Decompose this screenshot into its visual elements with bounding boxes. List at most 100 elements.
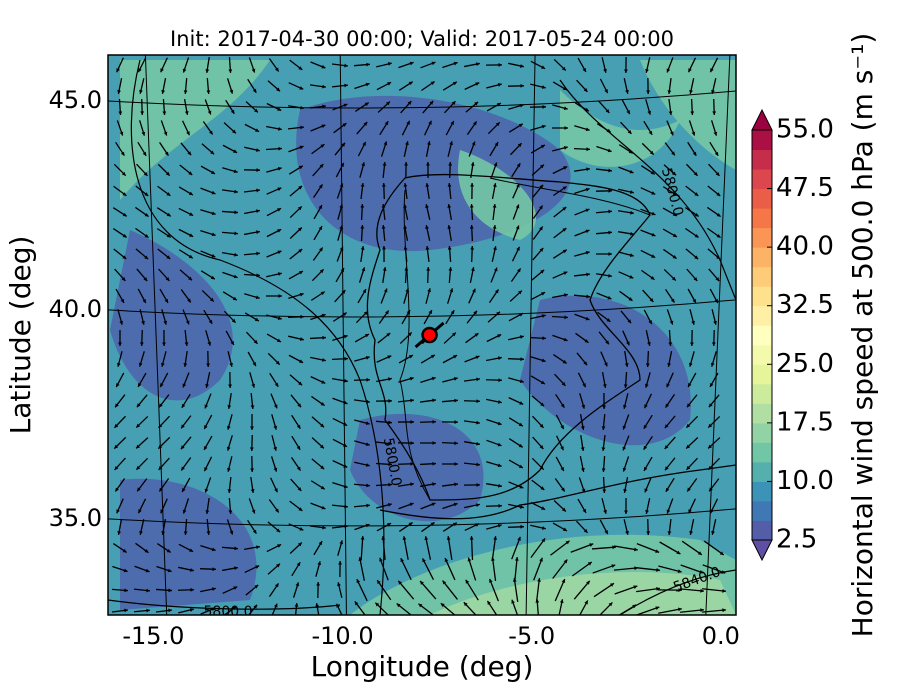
field-region xyxy=(520,295,691,446)
wind-arrow-head xyxy=(430,354,435,359)
wind-arrow-head xyxy=(255,295,260,300)
wind-arrow-head xyxy=(611,564,616,568)
wind-arrow-head xyxy=(520,83,524,88)
wind-arrow-head xyxy=(519,484,524,489)
wind-arrow-head xyxy=(322,84,326,89)
wind-arrow-head xyxy=(495,122,500,127)
wind-arrow-head xyxy=(165,277,170,281)
wind-arrow-head xyxy=(165,171,170,176)
wind-arrow-head xyxy=(564,126,568,130)
wind-arrow-head xyxy=(189,233,194,237)
wind-arrow-head xyxy=(117,90,121,94)
wind-arrow-head xyxy=(644,488,649,493)
wind-arrow-head xyxy=(646,90,650,94)
wind-arrow-head xyxy=(622,446,627,451)
wind-arrow-head xyxy=(343,334,348,339)
wind-arrow-head xyxy=(497,442,502,447)
wind-arrow-head xyxy=(319,164,324,168)
colorbar-band xyxy=(752,149,772,170)
wind-arrow-head xyxy=(410,441,414,446)
wind-arrow-head xyxy=(206,90,211,94)
colorbar-band xyxy=(752,227,772,248)
wind-arrow-head xyxy=(229,362,233,367)
wind-arrow-head xyxy=(540,164,544,169)
contour-label: 5800.0 xyxy=(204,604,253,620)
wind-arrow-head xyxy=(628,149,633,154)
wind-arrow-head xyxy=(451,101,456,106)
wind-arrow-head xyxy=(476,441,480,446)
wind-arrow-head xyxy=(476,399,480,404)
wind-arrow-head xyxy=(181,466,185,471)
wind-arrow-head xyxy=(122,255,127,259)
wind-arrow-head xyxy=(561,381,566,386)
wind-arrow-head xyxy=(431,502,436,507)
wind-arrow-head xyxy=(407,101,412,105)
y-tick-label: 40.0 xyxy=(49,295,102,323)
wind-arrow-head xyxy=(232,296,237,301)
wind-arrow-head xyxy=(115,403,119,408)
wind-arrow-head xyxy=(688,362,693,367)
wind-arrow-head xyxy=(630,231,634,236)
wind-arrow-head xyxy=(612,545,616,550)
wind-arrow-head xyxy=(295,582,300,587)
wind-arrow-head xyxy=(643,466,648,471)
wind-arrow-head xyxy=(469,536,474,540)
wind-arrow-head xyxy=(519,379,524,384)
wind-arrow-head xyxy=(584,600,588,605)
wind-arrow-head xyxy=(321,64,326,69)
wind-arrow-head xyxy=(541,314,546,318)
wind-arrow-head xyxy=(138,382,142,387)
wind-arrow-head xyxy=(162,342,166,346)
wind-arrow-head xyxy=(356,579,361,584)
wind-arrow-head xyxy=(408,355,413,359)
wind-arrow-head xyxy=(540,269,545,274)
wind-arrow-head xyxy=(118,111,123,115)
wind-arrow-head xyxy=(454,462,458,466)
colorbar-band xyxy=(752,325,772,346)
wind-arrow-head xyxy=(672,171,677,176)
wind-arrow-head xyxy=(250,489,255,493)
wind-arrow-head xyxy=(649,150,654,155)
wind-arrow-head xyxy=(273,446,277,451)
wind-arrow-head xyxy=(467,557,472,562)
wind-arrow-head xyxy=(454,420,458,425)
wind-arrow-head xyxy=(144,192,149,197)
wind-arrow-head xyxy=(649,298,654,302)
wind-arrow-head xyxy=(700,608,704,613)
wind-arrow-head xyxy=(432,441,436,445)
wind-arrow-head xyxy=(540,486,545,490)
colorbar-label: Horizontal wind speed at 500.0 hPa (m s⁻… xyxy=(846,33,879,638)
wind-arrow-head xyxy=(186,131,190,136)
wind-arrow-head xyxy=(296,424,301,429)
wind-arrow-head xyxy=(453,355,458,359)
wind-arrow-head xyxy=(476,62,480,67)
wind-arrow-head xyxy=(497,83,502,87)
wind-arrow-head xyxy=(233,274,238,279)
wind-arrow-head xyxy=(562,359,567,364)
wind-arrow-head xyxy=(181,403,186,408)
wind-arrow-head xyxy=(387,82,392,86)
wind-arrow-head xyxy=(207,110,212,115)
wind-arrow-head xyxy=(585,187,590,192)
wind-arrow-head xyxy=(256,168,260,173)
colorbar-band xyxy=(752,188,772,209)
wind-arrow-head xyxy=(124,608,128,613)
field-region xyxy=(560,90,680,167)
wind-arrow-head xyxy=(275,360,280,365)
wind-arrow-head xyxy=(672,212,677,216)
wind-arrow-head xyxy=(689,89,693,94)
wind-arrow-head xyxy=(710,68,714,73)
wind-arrow-head xyxy=(344,356,348,361)
wind-arrow-head xyxy=(497,523,502,528)
wind-arrow-head xyxy=(361,267,366,272)
wind-arrow-head xyxy=(651,191,656,195)
wind-arrow-head xyxy=(582,383,586,388)
wind-arrow xyxy=(356,578,368,602)
wind-arrow-head xyxy=(296,445,301,450)
wind-arrow-head xyxy=(606,318,611,322)
wind-arrow-head xyxy=(425,225,429,230)
wind-arrow-head xyxy=(539,445,544,449)
wind-arrow-head xyxy=(694,212,699,217)
wind-arrow-head xyxy=(446,536,451,540)
wind-arrow-head xyxy=(364,334,369,338)
